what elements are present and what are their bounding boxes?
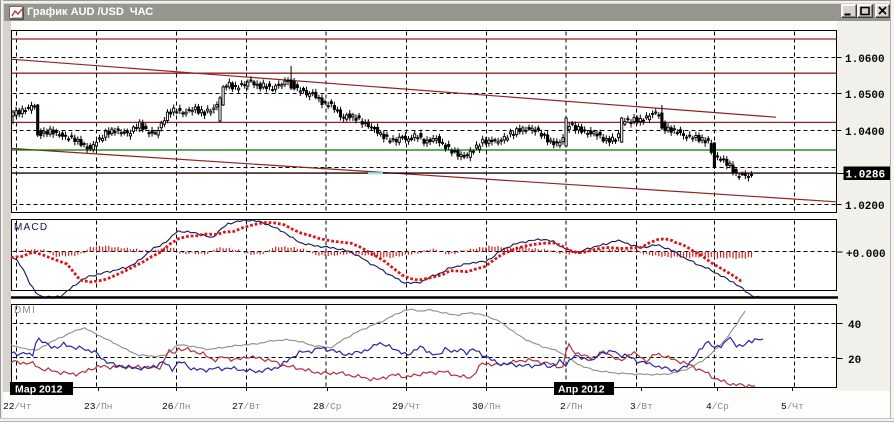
svg-text:DMI: DMI [14, 305, 36, 316]
svg-text:1.0286: 1.0286 [846, 170, 886, 182]
svg-text:22/Чт: 22/Чт [3, 401, 32, 412]
svg-text:+0.000: +0.000 [846, 249, 886, 261]
svg-text:1.0400: 1.0400 [845, 127, 885, 139]
svg-text:29/Чт: 29/Чт [392, 401, 421, 412]
svg-text:30/Пн: 30/Пн [472, 401, 501, 412]
svg-text:1.0600: 1.0600 [845, 54, 885, 66]
svg-text:23/Пн: 23/Пн [84, 401, 113, 412]
svg-text:20: 20 [848, 355, 861, 367]
svg-text:40: 40 [848, 320, 861, 332]
svg-text:1.0500: 1.0500 [845, 90, 885, 102]
svg-text:1.0200: 1.0200 [845, 201, 885, 213]
svg-text:Апр 2012: Апр 2012 [558, 384, 605, 396]
svg-text:MACD: MACD [14, 222, 48, 233]
svg-text:Мар 2012: Мар 2012 [15, 384, 63, 396]
svg-text:26/Пн: 26/Пн [162, 401, 191, 412]
svg-text:5/Чт: 5/Чт [781, 401, 804, 412]
svg-text:4/Ср: 4/Ср [706, 401, 729, 412]
svg-text:28/Ср: 28/Ср [313, 401, 342, 412]
svg-text:3/Вт: 3/Вт [630, 401, 653, 412]
svg-text:27/Вт: 27/Вт [232, 401, 261, 412]
svg-text:2/Пн: 2/Пн [560, 401, 583, 412]
